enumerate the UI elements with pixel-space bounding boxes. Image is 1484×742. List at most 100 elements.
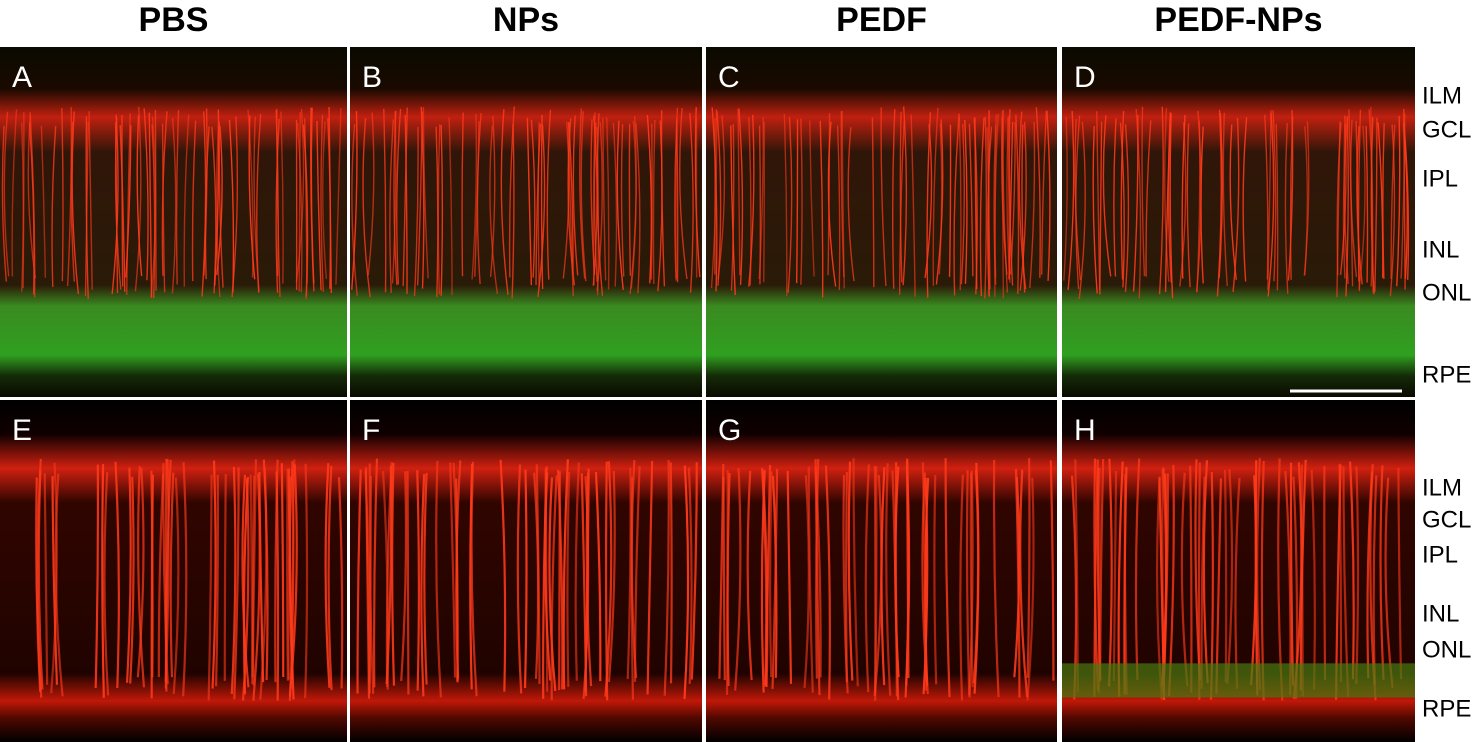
muller-fiber (630, 120, 637, 289)
muller-fiber (722, 476, 726, 681)
muller-fiber (786, 470, 793, 684)
panel-background (1062, 47, 1415, 397)
muller-fiber (1026, 477, 1035, 701)
muller-fiber (669, 462, 673, 684)
muller-fiber (287, 468, 294, 680)
muller-fiber (351, 111, 358, 290)
muller-fiber (953, 113, 960, 296)
muller-fiber (66, 107, 73, 287)
muller-fiber (964, 119, 968, 284)
muller-fiber (1021, 124, 1026, 293)
muller-fiber (660, 110, 666, 287)
muller-fiber (717, 115, 726, 280)
column-header: PBS (139, 1, 209, 39)
muller-fiber (874, 466, 878, 694)
muller-fiber (546, 109, 552, 280)
muller-fiber (1249, 475, 1257, 686)
muller-fiber (1397, 467, 1403, 680)
layer-label: RPE (1422, 361, 1471, 388)
muller-fiber (182, 462, 188, 697)
muller-fiber (1195, 110, 1202, 292)
muller-fiber (800, 118, 803, 285)
panel-letter: A (12, 61, 32, 94)
muller-fiber (114, 117, 122, 290)
muller-fiber (448, 117, 453, 295)
layer-label: INL (1422, 600, 1459, 627)
muller-fiber (171, 118, 177, 294)
muller-fiber (1158, 106, 1164, 295)
muller-fiber (1370, 116, 1375, 295)
muller-fiber (516, 464, 523, 694)
micrograph: C (706, 47, 1057, 397)
muller-fiber (807, 466, 814, 693)
muller-fiber (172, 477, 180, 695)
muller-fiber (533, 472, 540, 679)
muller-fiber (1232, 117, 1240, 292)
muller-fiber (1164, 108, 1170, 282)
muller-fiber (1229, 124, 1237, 280)
muller-fiber (984, 116, 988, 299)
muller-fiber (795, 119, 799, 284)
muller-fiber (251, 459, 258, 678)
muller-fiber (760, 467, 768, 686)
layer-label: RPE (1422, 695, 1471, 722)
muller-fiber (228, 119, 235, 293)
muller-fiber (1396, 115, 1401, 287)
muller-fiber (1372, 475, 1378, 686)
muller-fiber (1222, 112, 1228, 287)
muller-fiber (932, 107, 939, 286)
muller-fiber (1223, 470, 1228, 683)
muller-fiber (689, 112, 694, 293)
muller-fiber (580, 111, 587, 282)
muller-fiber (136, 115, 143, 277)
muller-fiber (523, 469, 528, 689)
micrograph: B (350, 47, 702, 397)
layer-label: IPL (1422, 165, 1458, 192)
muller-fiber (910, 114, 916, 297)
muller-fiber (327, 465, 333, 691)
muller-fiber (1007, 117, 1010, 279)
muller-fiber (921, 462, 928, 691)
muller-fiber (148, 112, 153, 298)
muller-fiber (1002, 109, 1005, 299)
muller-fiber (842, 474, 849, 694)
column-header: PEDF-NPs (1154, 1, 1322, 39)
muller-fiber (620, 124, 625, 277)
muller-fiber (734, 468, 742, 691)
muller-fiber (1379, 465, 1385, 680)
muller-fiber (836, 125, 841, 290)
muller-fiber (422, 107, 429, 279)
muller-fiber (1390, 124, 1396, 279)
muller-fiber (827, 113, 831, 276)
muller-fiber (1141, 106, 1146, 277)
muller-fiber (214, 474, 219, 687)
muller-fiber (687, 467, 693, 684)
layer-label: GCL (1422, 116, 1471, 143)
muller-fiber (566, 471, 571, 687)
muller-fiber (1169, 113, 1174, 299)
muller-fiber (582, 476, 590, 700)
layer-label: ILM (1422, 474, 1462, 501)
column-header: PEDF (836, 1, 927, 39)
muller-fiber (119, 125, 126, 292)
muller-fiber (902, 106, 908, 286)
muller-fiber (1167, 112, 1172, 283)
muller-fiber (35, 477, 42, 692)
muller-fiber (616, 120, 624, 291)
muller-fiber (362, 118, 371, 298)
muller-fiber (337, 477, 344, 689)
muller-fiber (440, 124, 444, 296)
muller-fiber (391, 462, 396, 686)
micrograph: D (1062, 47, 1415, 397)
muller-fiber (885, 463, 892, 696)
muller-fiber (1074, 118, 1082, 281)
muller-fiber (1202, 460, 1209, 684)
muller-fiber (150, 470, 154, 678)
muller-fiber (287, 468, 295, 700)
muller-fiber (298, 112, 301, 292)
muller-fiber (1107, 458, 1113, 687)
muller-fiber (1357, 109, 1362, 282)
layer-label: INL (1422, 236, 1459, 263)
muller-fiber (1026, 458, 1031, 678)
muller-fiber (679, 107, 688, 280)
